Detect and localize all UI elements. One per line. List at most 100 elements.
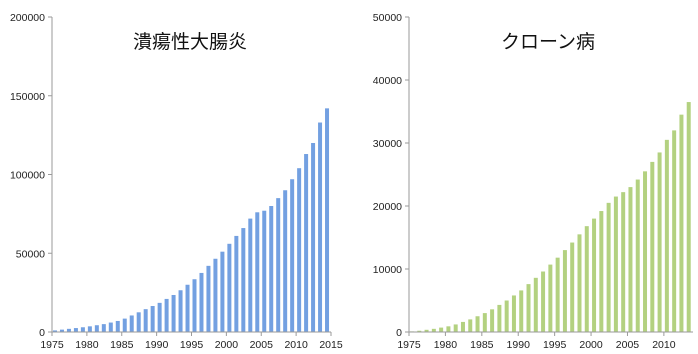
bar <box>519 290 524 332</box>
bar <box>584 226 589 332</box>
y-tick-label: 0 <box>396 327 402 339</box>
x-tick-label: 1975 <box>397 339 421 351</box>
bar <box>171 294 176 332</box>
bar <box>192 279 197 332</box>
bar <box>101 324 106 332</box>
bar <box>269 206 274 332</box>
bar <box>548 264 553 332</box>
crohns-disease-chart: クローン病 0 10000 20000 30000 40000 50000 1975 1980… <box>373 12 693 351</box>
bar <box>185 284 190 332</box>
x-tick-label: 1995 <box>543 339 567 351</box>
bar <box>497 304 502 332</box>
x-tick-label: 2010 <box>284 339 308 351</box>
bar <box>679 114 684 333</box>
bar <box>613 196 618 332</box>
y-tick-label: 150000 <box>10 91 45 103</box>
x-tick-label: 1990 <box>145 339 169 351</box>
bar <box>439 327 444 332</box>
bar <box>621 192 626 332</box>
bar <box>87 326 92 332</box>
bar <box>664 139 669 332</box>
y-tick-label: 30000 <box>373 138 402 150</box>
x-tick-label: 1975 <box>40 339 64 351</box>
bar <box>672 130 677 332</box>
x-tick-label: 1985 <box>110 339 134 351</box>
bar <box>164 298 169 332</box>
x-tick-label: 2000 <box>215 339 239 351</box>
chart-title: クローン病 <box>501 31 595 53</box>
x-tick-label: 2015 <box>319 339 343 351</box>
bar <box>657 152 662 332</box>
bar <box>570 242 575 332</box>
y-tick-label: 0 <box>39 327 45 339</box>
x-tick-label: 1990 <box>507 339 531 351</box>
bar <box>431 328 436 332</box>
bar <box>220 251 225 332</box>
bar <box>255 212 260 332</box>
bar <box>73 328 78 332</box>
bar <box>504 300 509 332</box>
x-tick-label: 1980 <box>75 339 99 351</box>
bar <box>453 324 458 332</box>
bar <box>157 302 162 332</box>
bar <box>511 295 516 332</box>
bar <box>206 265 211 332</box>
bar <box>136 312 141 332</box>
bar <box>304 154 309 332</box>
x-tick-label: 1980 <box>434 339 458 351</box>
bar <box>248 218 253 332</box>
x-tick-label: 1985 <box>470 339 494 351</box>
bar <box>424 329 429 332</box>
y-tick-label: 10000 <box>373 264 402 276</box>
bar <box>577 234 582 332</box>
y-tick-label: 100000 <box>10 170 45 182</box>
y-tick-label: 200000 <box>10 12 45 24</box>
bar <box>143 309 148 332</box>
bar <box>460 321 465 332</box>
bar <box>468 319 473 332</box>
bar <box>53 330 57 332</box>
bar <box>490 309 495 332</box>
bar <box>199 272 204 332</box>
ulcerative-colitis-chart: 潰瘍性大腸炎 0 50000 100000 150000 200000 1975 1980 1… <box>10 12 343 351</box>
bar <box>643 171 648 332</box>
x-tick-label: 2005 <box>616 339 640 351</box>
bar <box>66 328 71 332</box>
bar <box>213 258 218 332</box>
x-tick-label: 1995 <box>180 339 204 351</box>
bar <box>234 235 239 332</box>
bar <box>59 329 64 332</box>
bar <box>592 218 597 332</box>
bar <box>115 320 120 332</box>
x-tick-label: 2005 <box>250 339 274 351</box>
y-tick-label: 50000 <box>373 12 402 24</box>
bar <box>94 325 99 332</box>
bar <box>562 250 567 332</box>
bar <box>290 179 295 332</box>
bar <box>276 198 281 332</box>
y-tick-label: 50000 <box>16 248 45 260</box>
bar <box>526 284 531 332</box>
bar <box>555 257 560 332</box>
bar <box>635 179 640 332</box>
bar <box>541 271 546 332</box>
bar <box>262 210 267 332</box>
bar <box>129 315 134 332</box>
x-tick-label: 2000 <box>579 339 603 351</box>
chart-title: 潰瘍性大腸炎 <box>133 31 247 53</box>
bar <box>417 330 422 332</box>
bar <box>311 143 316 332</box>
bar <box>606 202 611 332</box>
y-tick-label: 20000 <box>373 201 402 213</box>
bar <box>325 108 330 332</box>
bar <box>297 168 302 332</box>
bar <box>686 102 691 332</box>
bar <box>650 161 655 332</box>
bar <box>80 327 85 332</box>
bar <box>446 326 451 332</box>
y-tick-label: 40000 <box>373 75 402 87</box>
bar <box>482 313 487 332</box>
bar <box>227 243 232 332</box>
bar <box>122 318 127 332</box>
